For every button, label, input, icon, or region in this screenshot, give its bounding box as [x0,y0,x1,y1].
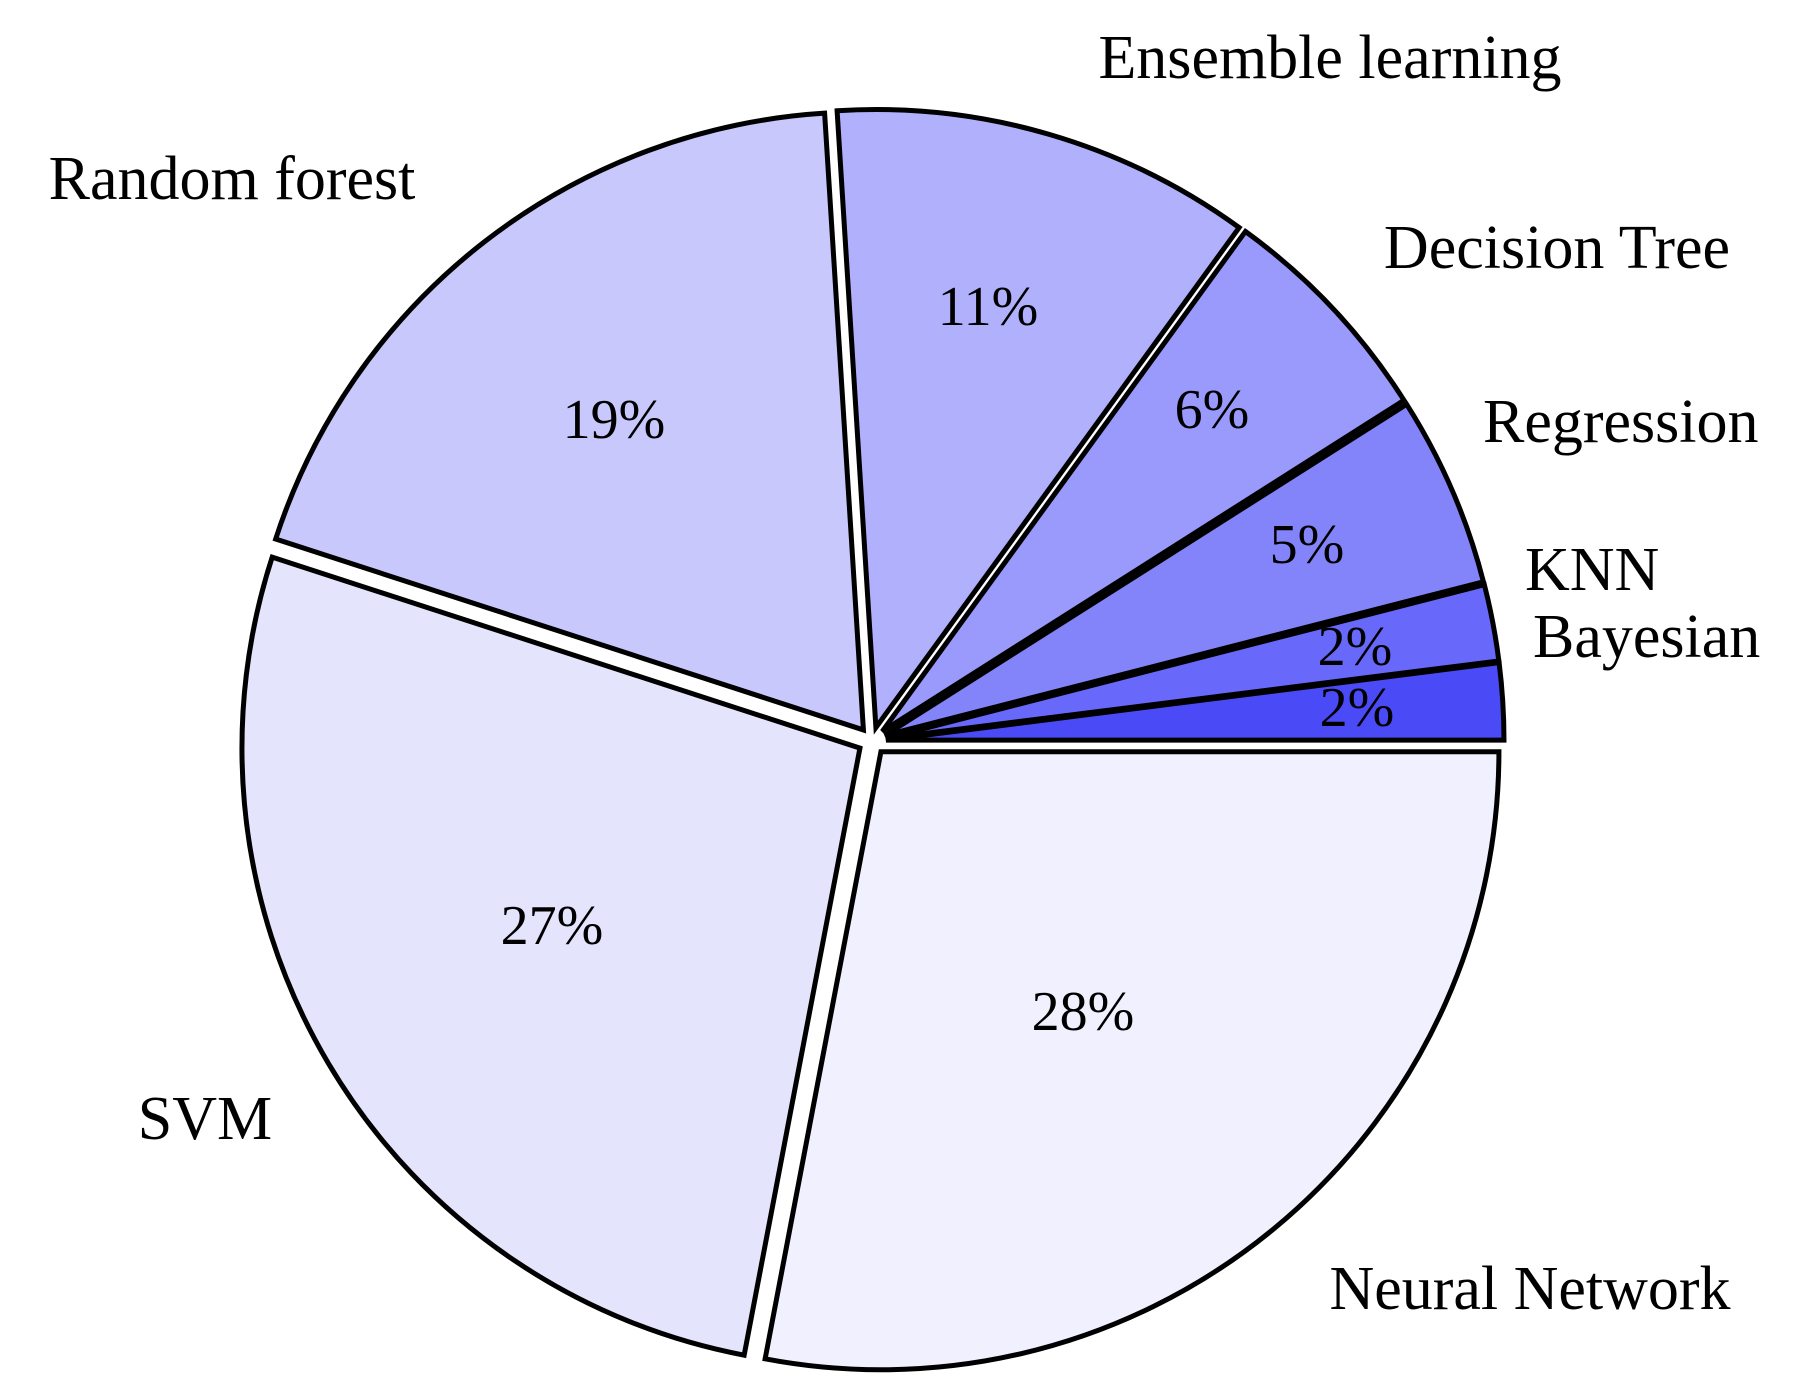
pct-label-neural-network: 28% [1032,981,1135,1043]
pie-slices [239,107,1507,1373]
pie-slice-decision-tree [880,227,1408,734]
category-label-regression: Regression [1483,388,1759,456]
pct-label-svm: 27% [501,895,604,957]
pct-label-knn: 2% [1318,616,1393,678]
pct-label-decision-tree: 6% [1175,379,1250,441]
category-label-bayesian: Bayesian [1533,603,1760,671]
pct-label-bayesian: 2% [1320,677,1395,739]
category-label-random-forest: Random forest [49,145,416,213]
percentage-labels: 28% 27% 19% 11% 6% 5% 2%2% [501,276,1395,1043]
pct-label-ensemble-learning: 11% [938,276,1039,338]
category-label-svm: SVM [138,1085,272,1153]
pct-label-regression: 5% [1270,514,1345,576]
category-label-ensemble-learning: Ensemble learning [1098,24,1561,92]
category-label-neural-network: Neural Network [1329,1255,1730,1323]
pct-label-random-forest: 19% [563,389,666,451]
category-labels: Neural Network SVM Random forest Ensemble l… [49,24,1761,1323]
pie-slice-ensemble-learning [834,107,1243,735]
category-label-decision-tree: Decision Tree [1384,214,1730,282]
category-label-knn: KNN [1525,536,1659,604]
pie-slice-neural-network [762,749,1502,1373]
pie-slice-random-forest [272,110,867,734]
pie-slice-svm [239,553,863,1359]
pie-slice-regression [883,400,1487,738]
pie-slice-bayesian [885,659,1507,743]
